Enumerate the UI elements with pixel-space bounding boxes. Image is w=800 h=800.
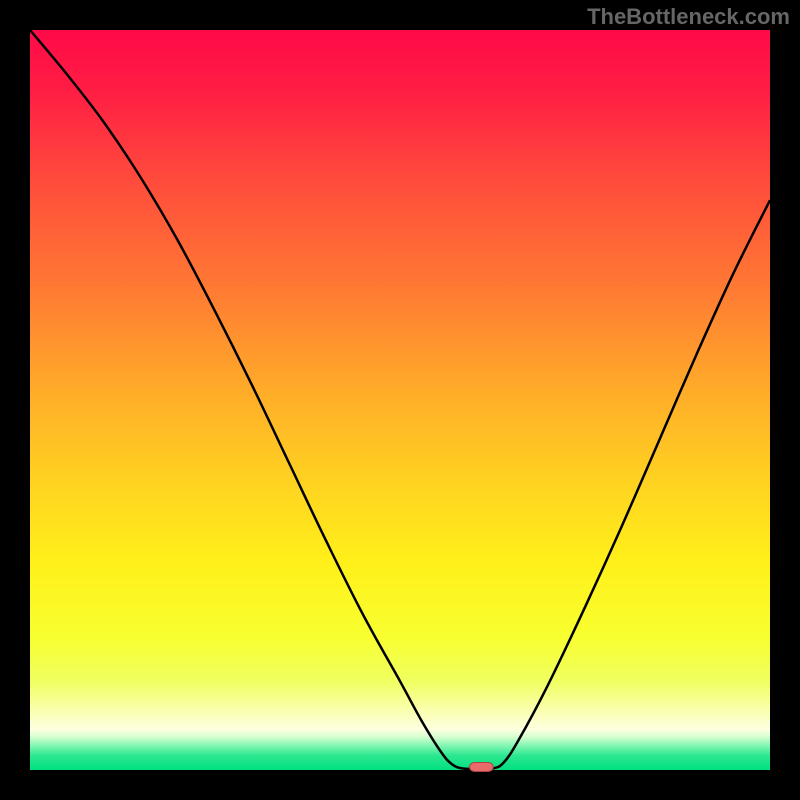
plot-background [30,30,770,770]
chart-svg [0,0,800,800]
watermark-text: TheBottleneck.com [587,4,790,30]
optimal-marker [470,763,494,772]
bottleneck-chart: TheBottleneck.com [0,0,800,800]
